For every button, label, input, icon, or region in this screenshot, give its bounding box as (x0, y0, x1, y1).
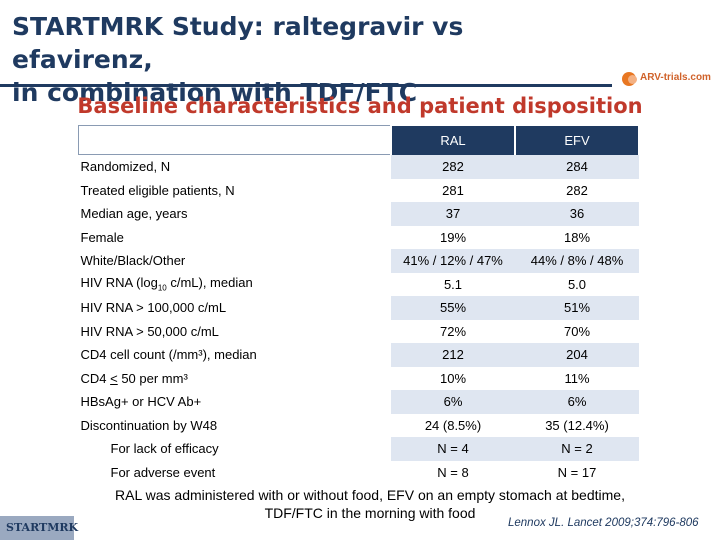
efv-value: N = 2 (515, 437, 639, 461)
efv-value: 204 (515, 343, 639, 367)
table-header-row: RAL EFV (78, 125, 640, 155)
column-header-efv: EFV (514, 125, 640, 155)
table-row: HIV RNA (log10 c/mL), median 5.1 5.0 (79, 273, 640, 297)
ral-value: 281 (442, 182, 464, 198)
ral-value: 212 (391, 343, 515, 367)
slide-subtitle: Baseline characteristics and patient dis… (77, 94, 643, 118)
table-row: Randomized, N 282 284 (79, 154, 639, 179)
table-row: HIV RNA > 100,000 c/mL 55% 51% (79, 296, 639, 320)
ral-value: 19% (439, 229, 467, 245)
title-divider (0, 84, 612, 87)
ral-value: 282 (391, 154, 515, 179)
row-label: CD4 < 50 per mm³ (79, 367, 392, 391)
efv-value: 44% / 8% / 48% (515, 249, 639, 273)
efv-value: 11% (564, 370, 590, 386)
row-label-subscript: 10 (157, 284, 167, 294)
footnote: RAL was administered with or without foo… (40, 486, 700, 522)
logo-inner-circle-icon (628, 75, 637, 84)
row-label: HIV RNA > 100,000 c/mL (80, 300, 227, 316)
efv-value: 35 (12.4%) (545, 417, 609, 433)
table-row: White/Black/Other 41% / 12% / 47% 44% / … (79, 249, 639, 273)
footnote-line-1: RAL was administered with or without foo… (115, 487, 625, 503)
row-label: HBsAg+ or HCV Ab+ (80, 394, 202, 410)
row-label: Discontinuation by W48 (80, 417, 218, 433)
title-line-2: in combination with TDF/FTC (12, 78, 418, 107)
table-row: HBsAg+ or HCV Ab+ 6% 6% (79, 390, 639, 414)
column-header-ral: RAL (390, 125, 516, 155)
table-row: Female 19% 18% (79, 226, 640, 250)
table-row: CD4 cell count (/mm³), median 212 204 (79, 343, 639, 367)
ral-value: 72% (439, 323, 467, 339)
efv-value: 51% (515, 296, 639, 320)
efv-value: 282 (566, 182, 588, 198)
study-badge-label: STARTMRK (6, 521, 79, 534)
row-label: Treated eligible patients, N (80, 182, 235, 198)
row-label-tail: c/mL), median (166, 275, 253, 291)
row-label: For lack of efficacy (110, 441, 219, 457)
study-badge: STARTMRK (0, 516, 78, 540)
row-label-main: HIV RNA (log (80, 275, 158, 291)
ral-value: 55% (391, 296, 515, 320)
ral-value: N = 8 (437, 464, 469, 480)
ral-value: 41% / 12% / 47% (391, 249, 515, 273)
logo-text: ARV-trials.com (640, 72, 711, 83)
row-label: White/Black/Other (80, 253, 186, 269)
ral-value: N = 4 (391, 437, 515, 461)
ral-value: 24 (8.5%) (424, 417, 482, 433)
arv-trials-logo: ARV-trials.com (622, 70, 714, 88)
baseline-table: RAL EFV Randomized, N 282 284 Treated el… (78, 125, 640, 484)
header-blank-cell (78, 125, 392, 155)
row-label: HIV RNA (log10 c/mL), median (79, 273, 392, 297)
title-line-1: STARTMRK Study: raltegravir vs efavirenz… (12, 12, 464, 74)
ral-value: 37 (391, 202, 515, 226)
footnote-line-2: TDF/FTC in the morning with food (264, 505, 476, 521)
row-label: Median age, years (80, 206, 188, 222)
efv-value: 6% (515, 390, 639, 414)
efv-value: 18% (563, 229, 591, 245)
ral-value: 6% (391, 390, 515, 414)
table-row: For adverse event N = 8 N = 17 (79, 461, 640, 485)
row-label-main: CD4 (80, 370, 111, 386)
table-row: Discontinuation by W48 24 (8.5%) 35 (12.… (79, 414, 640, 438)
page-title: STARTMRK Study: raltegravir vs efavirenz… (12, 10, 612, 109)
ral-value: 5.1 (443, 276, 463, 292)
efv-value: 284 (515, 154, 639, 179)
ral-value: 10% (439, 370, 467, 386)
table-row: Median age, years 37 36 (79, 202, 639, 226)
row-label: HIV RNA > 50,000 c/mL (80, 323, 219, 339)
row-label: For adverse event (110, 464, 216, 480)
table-row: HIV RNA > 50,000 c/mL 72% 70% (79, 320, 640, 344)
reference-citation: Lennox JL. Lancet 2009;374:796-806 (508, 517, 699, 529)
row-label-underlined-symbol: < (110, 370, 118, 386)
row-label: Female (80, 229, 124, 245)
row-label-tail: 50 per mm³ (117, 370, 188, 386)
row-label: Randomized, N (80, 159, 171, 175)
table-row: For lack of efficacy N = 4 N = 2 (79, 437, 639, 461)
efv-value: 36 (515, 202, 639, 226)
efv-value: 5.0 (567, 276, 587, 292)
efv-value: 70% (563, 323, 591, 339)
efv-value: N = 17 (557, 464, 597, 480)
table-row: CD4 < 50 per mm³ 10% 11% (79, 367, 640, 391)
table-row: Treated eligible patients, N 281 282 (79, 179, 640, 203)
row-label: CD4 cell count (/mm³), median (80, 347, 257, 363)
